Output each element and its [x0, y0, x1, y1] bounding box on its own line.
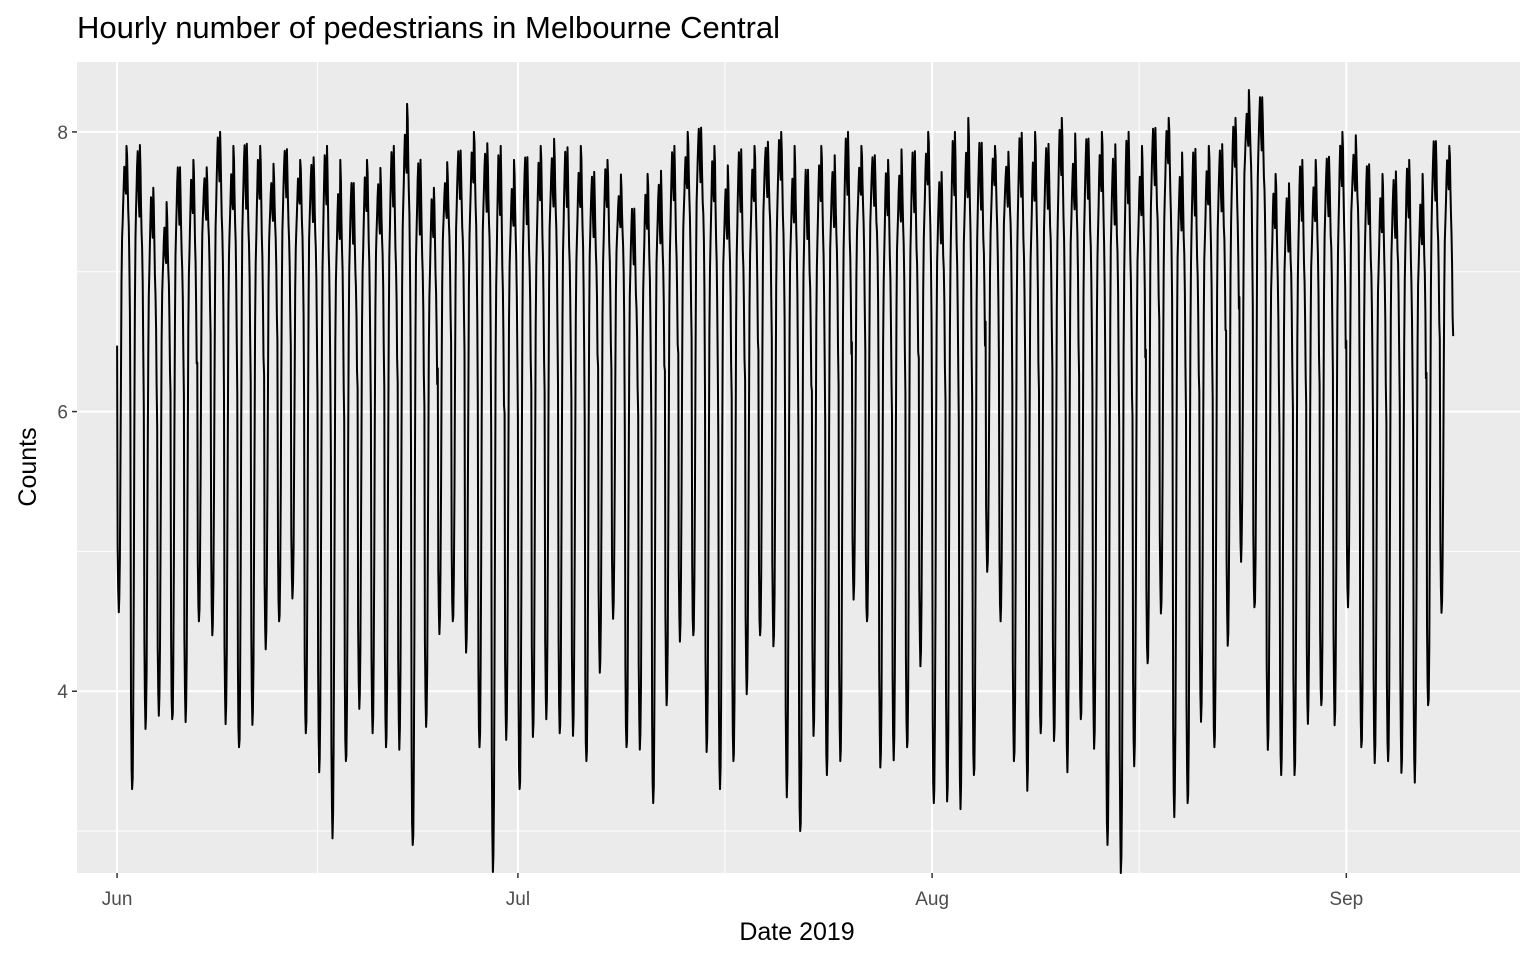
- x-tick-label: Sep: [1329, 889, 1363, 910]
- x-axis: Jun Jul Aug Sep: [102, 873, 1363, 910]
- x-tick-label: Jul: [506, 889, 530, 910]
- y-tick-label: 4: [57, 682, 68, 703]
- y-tick-label: 8: [57, 123, 68, 144]
- series-line: [116, 89, 1455, 874]
- x-tick-label: Jun: [102, 889, 133, 910]
- chart-title: Hourly number of pedestrians in Melbourn…: [77, 10, 781, 45]
- y-tick-label: 6: [57, 403, 68, 424]
- x-axis-title: Date 2019: [739, 918, 854, 946]
- y-axis: 4 6 8: [57, 123, 77, 703]
- x-tick-label: Aug: [915, 889, 949, 910]
- y-axis-title: Counts: [14, 427, 42, 506]
